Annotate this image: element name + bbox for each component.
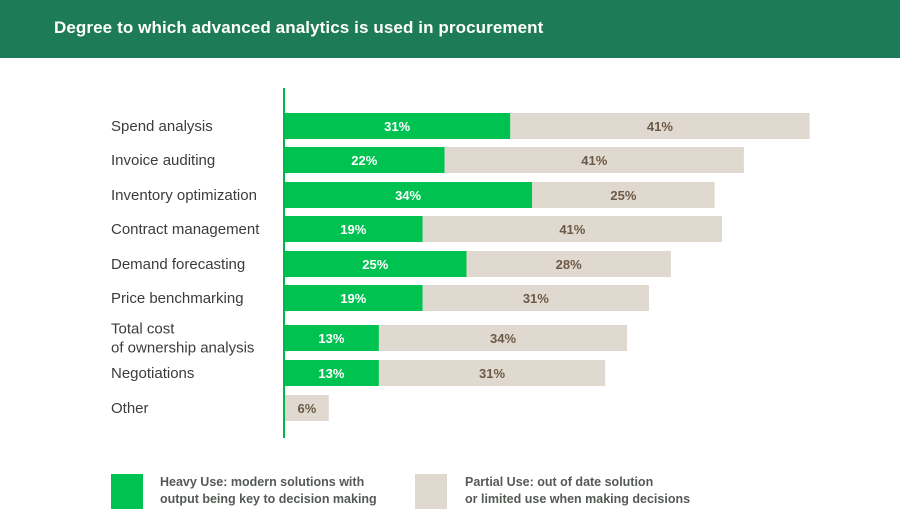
category-label-6-1: of ownership analysis [111,340,254,357]
legend-swatch-partial [415,474,447,509]
value-label-heavy-0: 31% [384,119,410,134]
value-label-partial-7: 31% [479,366,505,381]
legend-heavy-line-2: output being key to decision making [160,492,377,506]
chart-header: Degree to which advanced analytics is us… [0,0,900,58]
bar-partial-8 [285,395,329,421]
value-label-heavy-1: 22% [351,153,377,168]
bar-heavy-4 [284,251,467,277]
legend-label-partial: Partial Use: out of date solution or lim… [465,474,690,508]
bar-partial-1 [444,147,744,173]
value-label-heavy-4: 25% [362,257,388,272]
value-label-partial-3: 41% [559,222,585,237]
bar-heavy-5 [284,285,423,311]
category-label-2: Inventory optimization [111,187,257,204]
bar-partial-6 [378,325,628,351]
value-label-partial-8: 6% [298,401,317,416]
bar-heavy-6 [284,325,379,351]
category-label-7: Negotiations [111,365,194,382]
bar-partial-2 [532,182,715,208]
value-label-heavy-2: 34% [395,188,421,203]
value-label-heavy-3: 19% [340,222,366,237]
value-label-partial-2: 25% [610,188,636,203]
bar-heavy-0 [284,113,511,139]
legend-partial-line-1: Partial Use: out of date solution [465,475,654,489]
legend-swatch-heavy [111,474,143,509]
legend-label-heavy: Heavy Use: modern solutions with output … [160,474,377,508]
bar-partial-3 [422,216,722,242]
value-label-partial-0: 41% [647,119,673,134]
value-label-partial-1: 41% [581,153,607,168]
value-label-heavy-7: 13% [318,366,344,381]
chart-title: Degree to which advanced analytics is us… [54,18,544,37]
value-label-heavy-5: 19% [340,291,366,306]
bar-heavy-1 [284,147,445,173]
bar-partial-5 [422,285,649,311]
value-label-partial-5: 31% [523,291,549,306]
bar-heavy-3 [284,216,423,242]
bar-partial-7 [378,360,606,386]
value-label-heavy-6: 13% [318,331,344,346]
bar-partial-0 [510,113,810,139]
legend-partial-line-2: or limited use when making decisions [465,492,691,506]
legend-heavy-line-1: Heavy Use: modern solutions with [160,475,365,489]
value-label-partial-6: 34% [490,331,516,346]
category-label-4: Demand forecasting [111,256,245,273]
category-label-5: Price benchmarking [111,290,244,307]
bar-partial-4 [466,251,671,277]
bar-heavy-2 [284,182,533,208]
category-label-0: Spend analysis [111,118,213,135]
category-label-6-0: Total cost [111,321,175,338]
category-label-1: Invoice auditing [111,152,215,169]
category-label-3: Contract management [111,221,260,238]
bar-heavy-7 [284,360,379,386]
value-label-partial-4: 28% [556,257,582,272]
category-label-8: Other [111,400,149,417]
